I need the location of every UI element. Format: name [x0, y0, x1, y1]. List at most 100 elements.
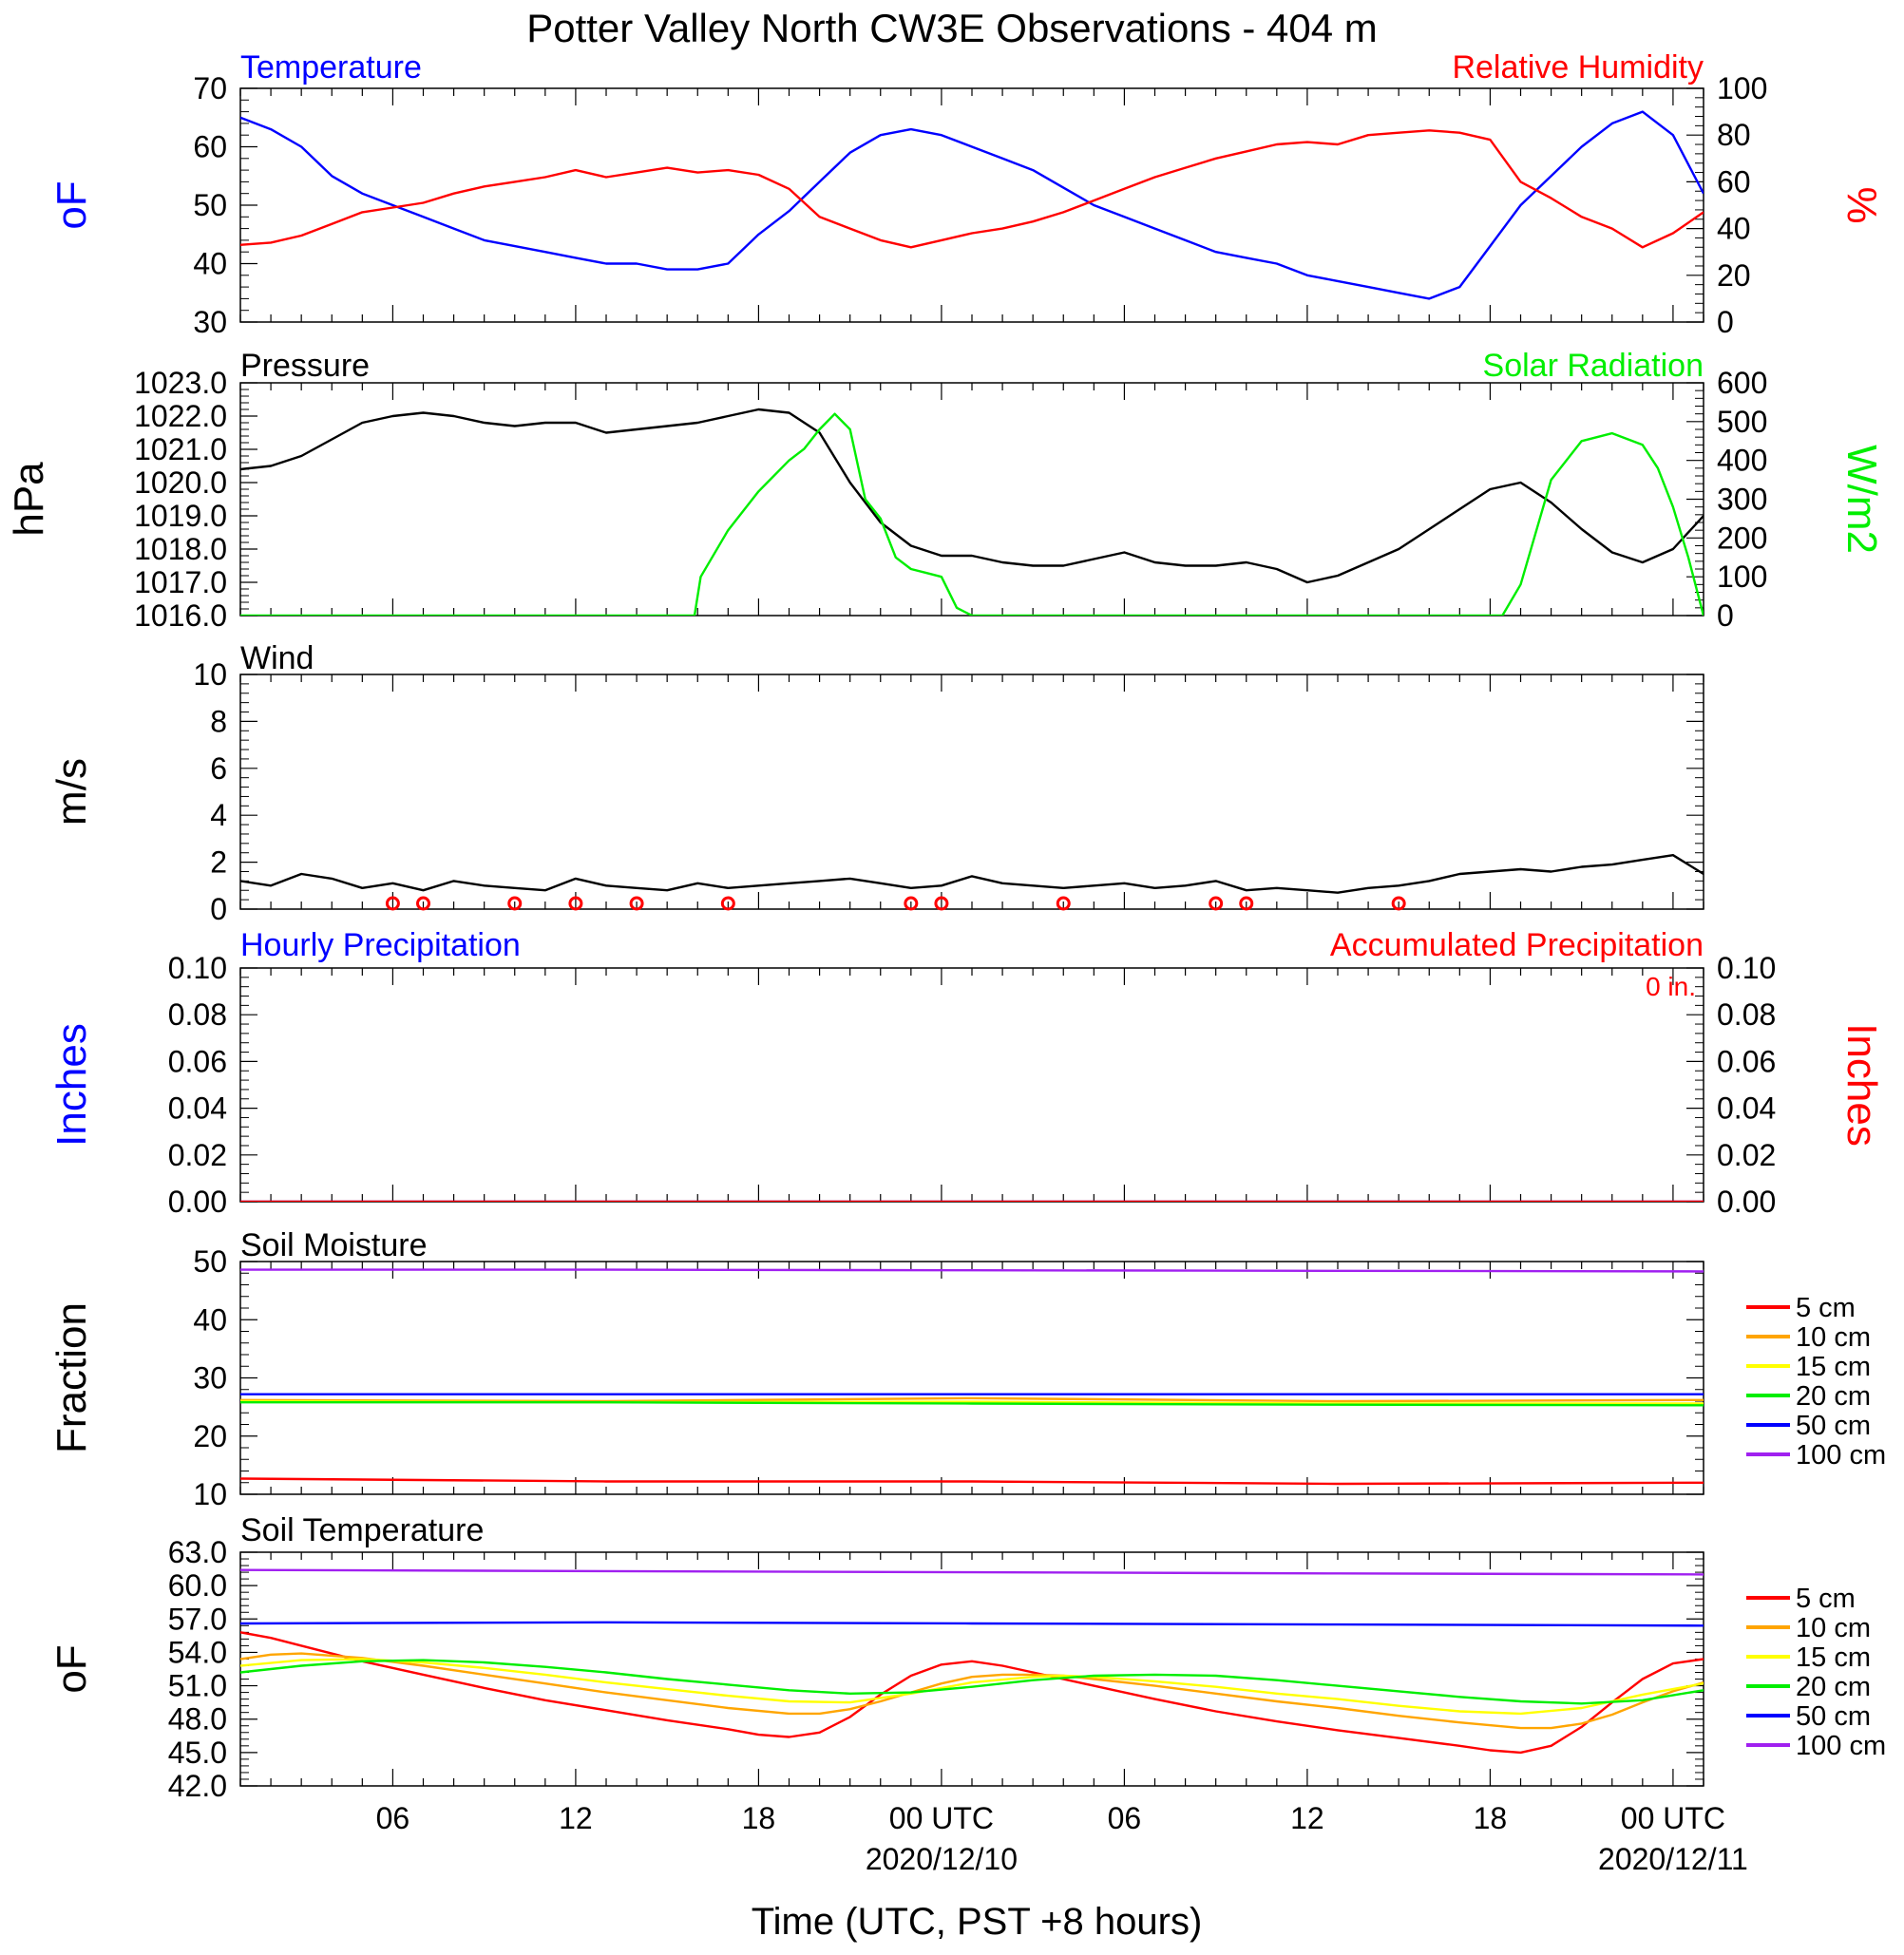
y-left-tick-label: 30 [193, 305, 227, 339]
y-left-tick-label: 0.00 [168, 1185, 227, 1219]
soil-temperature-title: Soil Temperature [240, 1512, 484, 1548]
y-right-tick-label: 100 [1717, 71, 1767, 105]
calm-marker [568, 896, 583, 911]
y-left-tick-label: 0.04 [168, 1091, 227, 1126]
y-left-tick-label: 0.02 [168, 1138, 227, 1172]
legend-label: 20 cm [1796, 1672, 1871, 1702]
x-axis-label: Time (UTC, PST +8 hours) [752, 1901, 1203, 1943]
legend-label: 50 cm [1796, 1701, 1871, 1732]
y-left-tick-label: 51.0 [168, 1669, 227, 1703]
y-right-tick-label: 0.06 [1717, 1044, 1776, 1078]
y-right-tick-label: 400 [1717, 444, 1767, 478]
legend-label: 20 cm [1796, 1381, 1871, 1412]
calm-marker [934, 896, 949, 911]
hourly-precip-title: Hourly Precipitation [240, 927, 521, 963]
calm-marker [1209, 896, 1224, 911]
pressure-title: Pressure [240, 348, 370, 384]
y-left-tick-label: 1017.0 [134, 565, 227, 599]
y-left-tick-label: 0 [210, 892, 227, 926]
humidity-title: Relative Humidity [1452, 49, 1704, 85]
y-left-tick-label: 60 [193, 130, 227, 164]
y-left-tick-label: 48.0 [168, 1702, 227, 1737]
soil-temperature-panel: Soil Temperature 63.060.057.054.051.048.… [48, 1512, 1886, 1803]
series-line-10-cm [240, 1396, 1704, 1403]
y-left-axis-label: oF [48, 180, 95, 229]
y-left-tick-label: 10 [193, 657, 227, 692]
series-line-50-cm [240, 1621, 1704, 1627]
y-left-tick-label: 1018.0 [134, 532, 227, 566]
y-left-tick-label: 4 [210, 798, 227, 832]
y-right-tick-label: 100 [1717, 560, 1767, 594]
y-right-tick-label: 0 [1717, 305, 1734, 339]
y-left-axis-label: Inches [48, 1023, 95, 1147]
x-date-label: 2020/12/11 [1598, 1842, 1748, 1876]
y-left-tick-label: 1023.0 [134, 366, 227, 400]
y-right-tick-label: 20 [1717, 258, 1751, 293]
series-line-5-cm [240, 1477, 1704, 1486]
y-left-tick-label: 8 [210, 704, 227, 738]
calm-marker [904, 896, 919, 911]
y-left-tick-label: 1019.0 [134, 499, 227, 533]
x-tick-label: 06 [376, 1801, 410, 1835]
y-right-tick-label: 0.02 [1717, 1138, 1776, 1172]
soil-moisture-title: Soil Moisture [240, 1227, 428, 1263]
y-left-tick-label: 30 [193, 1361, 227, 1395]
series-line-rh [240, 129, 1704, 249]
y-right-axis-label: % [1838, 186, 1885, 223]
calm-marker [507, 896, 523, 911]
calm-marker [1239, 896, 1254, 911]
legend-label: 5 cm [1796, 1293, 1856, 1323]
y-left-tick-label: 70 [193, 71, 227, 105]
y-left-tick-label: 0.08 [168, 997, 227, 1032]
y-right-tick-label: 0.10 [1717, 951, 1776, 985]
y-left-axis-label: m/s [48, 758, 95, 826]
series-line-solar [240, 412, 1704, 616]
wind-title: Wind [240, 640, 314, 676]
calm-marker [629, 896, 644, 911]
calm-marker [416, 896, 430, 911]
y-left-tick-label: 50 [193, 188, 227, 222]
y-right-tick-label: 60 [1717, 164, 1751, 199]
legend-label: 100 cm [1796, 1731, 1886, 1761]
y-left-tick-label: 50 [193, 1244, 227, 1279]
y-left-tick-label: 40 [193, 247, 227, 281]
calm-marker [720, 896, 735, 911]
precipitation-panel: Hourly Precipitation Accumulated Precipi… [48, 927, 1885, 1219]
y-right-tick-label: 80 [1717, 118, 1751, 152]
calm-marker [1056, 896, 1071, 911]
series-line-100-cm [240, 1268, 1704, 1273]
y-left-axis-label: hPa [6, 462, 52, 537]
temperature-humidity-panel: Temperature Relative Humidity 70 60 50 40 30… [48, 49, 1885, 339]
y-left-tick-label: 63.0 [168, 1535, 227, 1569]
legend-label: 15 cm [1796, 1642, 1871, 1673]
y-left-tick-label: 1020.0 [134, 465, 227, 500]
temperature-title: Temperature [240, 49, 422, 85]
legend-label: 50 cm [1796, 1411, 1871, 1441]
solar-title: Solar Radiation [1483, 348, 1704, 384]
y-left-tick-label: 1016.0 [134, 598, 227, 633]
x-tick-label: 18 [1474, 1801, 1508, 1835]
y-left-tick-label: 57.0 [168, 1602, 227, 1636]
figure-title: Potter Valley North CW3E Observations - … [526, 6, 1378, 50]
x-tick-label: 18 [742, 1801, 776, 1835]
y-left-tick-label: 10 [193, 1477, 227, 1511]
y-right-tick-label: 0.00 [1717, 1185, 1776, 1219]
y-right-tick-label: 40 [1717, 212, 1751, 246]
calm-marker [1391, 896, 1406, 911]
series-line-15-cm [240, 1658, 1704, 1716]
legend-label: 10 cm [1796, 1322, 1871, 1353]
y-right-tick-label: 600 [1717, 366, 1767, 400]
x-tick-label: 12 [1290, 1801, 1324, 1835]
legend-label: 5 cm [1796, 1584, 1856, 1614]
x-tick-label: 00 UTC [1621, 1801, 1725, 1835]
y-left-axis-label: oF [48, 1644, 95, 1693]
y-left-tick-label: 20 [193, 1419, 227, 1453]
y-left-tick-label: 42.0 [168, 1769, 227, 1803]
y-left-axis-label: Fraction [48, 1302, 95, 1453]
accum-precip-total: 0 in. [1646, 972, 1696, 1001]
accum-precip-title: Accumulated Precipitation [1330, 927, 1704, 963]
y-right-tick-label: 500 [1717, 405, 1767, 439]
series-line-10-cm [240, 1652, 1704, 1730]
